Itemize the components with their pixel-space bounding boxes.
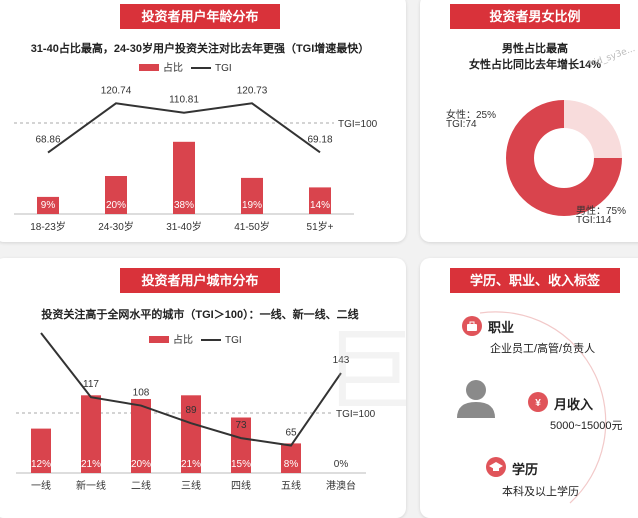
bar-label-0: 9% [41,200,56,211]
tgi-label-2: 110.81 [169,95,199,106]
age-chart: 占比 TGI TGI=100 9% 18-23岁 20% 24-30岁 38% 31-40岁 1… [0,54,406,242]
tgi-label-2: 108 [133,388,150,399]
tag-label-occupation: 职业 [488,317,514,336]
x-tick-label-0: 一线 [31,479,51,492]
city-card: 投资者用户城市分布 投资关注高于全网水平的城市（TGI＞100）：一线、新一线、… [0,258,406,518]
person-avatar-icon [454,376,498,420]
donut-slice-0 [564,100,622,158]
tags-arc [420,258,638,518]
tag-label-education: 学历 [512,459,538,478]
tgi-label-5: 65 [285,428,297,439]
graduation-cap-icon [486,457,506,477]
tag-value-occupation: 企业员工/高管/负责人 [490,340,595,356]
bar-label-3: 19% [242,200,262,211]
tgi-label-3: 120.73 [237,85,268,96]
tgi-label-1: 120.74 [101,85,132,96]
gender-card: 投资者男女比例 男性占比最高 女性占比同比去年增长14% 女性：25% TGI:… [420,0,638,242]
legend-label-bar: 占比 [163,61,183,74]
bar-label-0: 12% [31,459,51,470]
tgi-label-4: 69.18 [307,134,332,145]
legend-label-line: TGI [215,63,232,74]
bar-label-2: 38% [174,200,194,211]
x-tick-label-4: 四线 [231,479,251,492]
tag-label-income: 月收入 [554,394,593,413]
bar-label-4: 14% [310,200,330,211]
x-tick-label-3: 41-50岁 [234,220,270,233]
tgi-label-1: 117 [83,379,99,390]
male-tgi-label: TGI:114 [576,215,611,226]
city-card-title: 投资者用户城市分布 [120,268,280,293]
x-tick-label-2: 二线 [131,479,151,492]
x-tick-label-5: 五线 [281,479,301,492]
x-tick-label-0: 18-23岁 [30,220,66,233]
tgi-label-4: 73 [235,420,247,431]
bar-label-5: 8% [284,459,299,470]
tgi-label-0: 68.86 [35,135,60,146]
legend-swatch-bar [149,336,169,343]
gender-card-title: 投资者男女比例 [450,4,620,29]
x-tick-label-2: 31-40岁 [166,220,202,233]
tag-value-education: 本科及以上学历 [502,483,579,499]
x-tick-label-1: 新一线 [76,479,106,492]
bar-label-6: 0% [334,459,349,470]
age-card-title: 投资者用户年龄分布 [120,4,280,29]
legend-label-bar: 占比 [173,333,193,346]
tgi-label-3: 89 [185,405,197,416]
x-tick-label-3: 三线 [181,479,201,492]
x-tick-label-4: 51岁+ [307,220,334,233]
age-card: 投资者用户年龄分布 31-40占比最高，24-30岁用户投资关注对比去年更强（T… [0,0,406,242]
x-tick-label-1: 24-30岁 [98,220,134,233]
tag-value-income: 5000~15000元 [550,417,622,433]
bar-label-1: 20% [106,200,126,211]
briefcase-icon [462,316,482,336]
bar-label-4: 15% [231,459,251,470]
legend-label-line: TGI [225,335,242,346]
svg-text:¥: ¥ [535,398,541,409]
tags-card: 学历、职业、收入标签 职业 企业员工/高管/负责人 ¥ 月收入 5000~150… [420,258,638,518]
female-tgi-label: TGI:74 [446,119,477,130]
bar-label-1: 21% [81,459,101,470]
background-watermark: 巨量网络 [324,298,406,428]
bar-label-3: 21% [181,459,201,470]
reference-label: TGI=100 [338,119,378,130]
bar-label-2: 20% [131,459,151,470]
x-tick-label-6: 港澳台 [326,479,356,492]
legend-swatch-bar [139,64,159,71]
money-bag-icon: ¥ [528,392,548,412]
